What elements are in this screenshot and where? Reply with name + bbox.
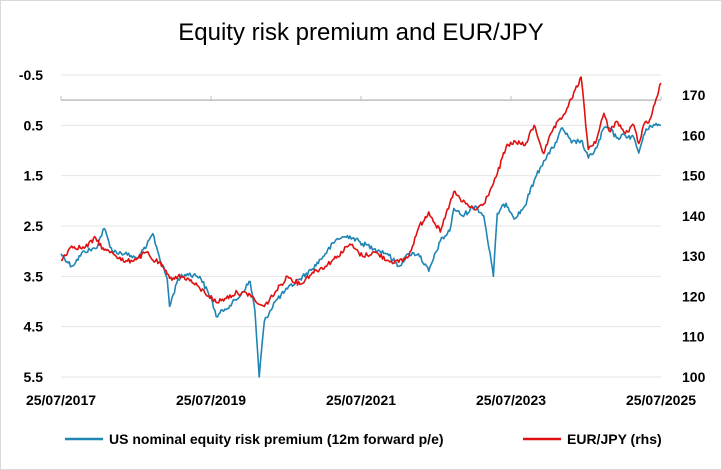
series-lines: [60, 76, 662, 378]
legend-label-erp: US nominal equity risk premium (12m forw…: [109, 431, 444, 447]
right-tick-label: 100: [682, 369, 706, 385]
left-tick-label: 1.5: [24, 168, 44, 184]
left-tick-label: 5.5: [24, 369, 44, 385]
x-tick-label: 25/07/2025: [626, 392, 696, 408]
x-tick-label: 25/07/2017: [26, 392, 96, 408]
left-tick-label: 3.5: [24, 268, 44, 284]
left-tick-label: 2.5: [24, 218, 44, 234]
left-tick-label: 0.5: [24, 117, 44, 133]
series-line-erp: [60, 122, 662, 378]
right-tick-label: 130: [682, 248, 706, 264]
x-tick-label: 25/07/2021: [326, 392, 396, 408]
left-tick-label: -0.5: [19, 67, 43, 83]
right-tick-label: 120: [682, 288, 706, 304]
left-axis-ticks: -0.5 0.5 1.5 2.5 3.5 4.5 5.5: [19, 67, 43, 385]
right-tick-label: 110: [682, 329, 705, 345]
chart-title: Equity risk premium and EUR/JPY: [178, 19, 544, 46]
x-axis-ticks: 25/07/2017 25/07/2019 25/07/2021 25/07/2023…: [26, 392, 696, 408]
legend: US nominal equity risk premium (12m forw…: [65, 431, 662, 447]
legend-label-eurjpy: EUR/JPY (rhs): [567, 431, 662, 447]
series-line-eurjpy: [61, 76, 662, 308]
gridlines: [60, 74, 662, 378]
right-tick-label: 150: [682, 168, 706, 184]
right-tick-label: 160: [682, 127, 706, 143]
left-tick-label: 4.5: [24, 319, 44, 335]
right-tick-label: 170: [682, 87, 706, 103]
x-tick-label: 25/07/2019: [176, 392, 246, 408]
right-tick-label: 140: [682, 208, 706, 224]
x-tick-label: 25/07/2023: [476, 392, 546, 408]
right-axis-ticks: 170 160 150 140 130 120 110 100: [682, 87, 706, 385]
